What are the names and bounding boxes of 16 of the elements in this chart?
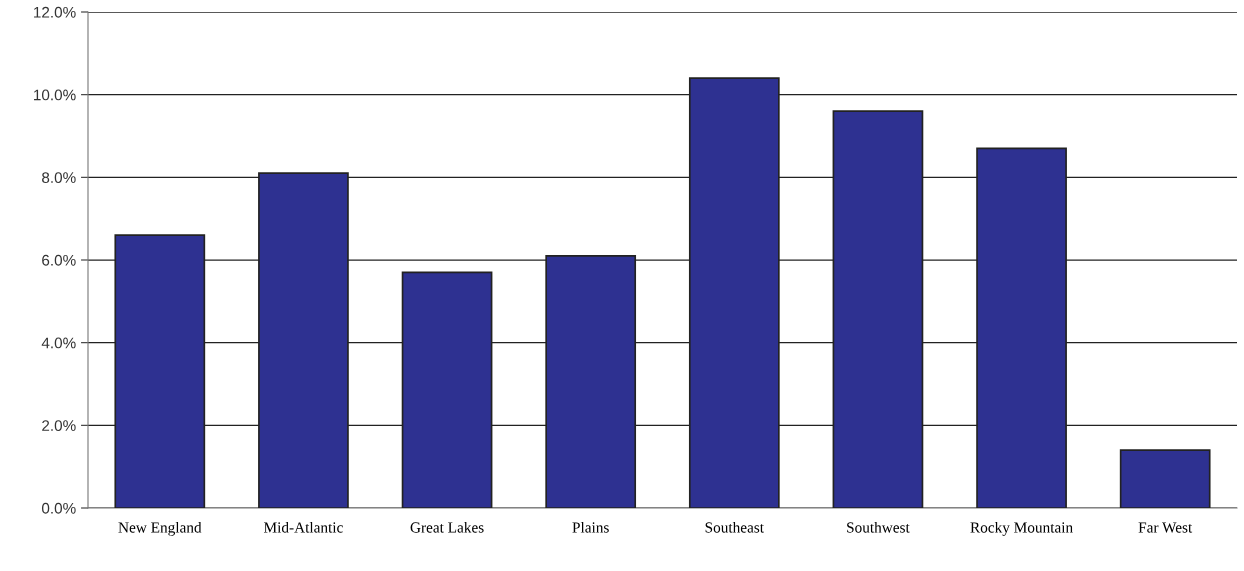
x-tick-label: Rocky Mountain (970, 521, 1073, 536)
y-tick-label: 8.0% (42, 172, 76, 184)
y-tick-label: 6.0% (42, 254, 76, 266)
x-tick-label: Southwest (847, 521, 910, 533)
bar (1119, 449, 1211, 508)
x-tick-label: Plains (572, 521, 609, 533)
x-tick-label: Great Lakes (410, 521, 484, 533)
x-tick-label: Southeast (705, 521, 764, 533)
x-tick-label: New England (118, 521, 202, 536)
y-tick-label: 12.0% (34, 6, 76, 18)
y-tick-label: 4.0% (41, 337, 76, 349)
y-tick-label: 0.0% (41, 502, 76, 514)
x-tick-label: Far West (1138, 522, 1193, 533)
y-tick-label: 2.0% (42, 420, 76, 432)
y-tick-label: 10.0% (34, 89, 76, 101)
x-tick-label: Mid-Atlantic (263, 521, 343, 533)
